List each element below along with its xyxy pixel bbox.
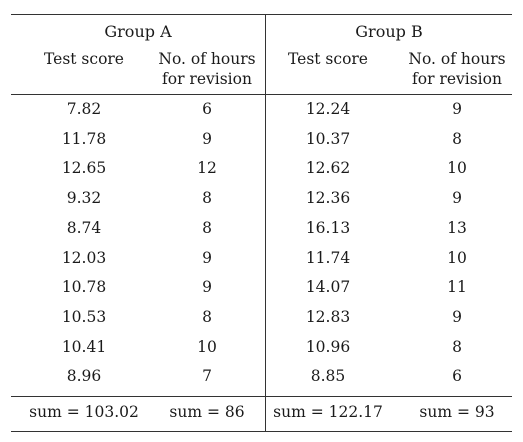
group-a-test-score-cell: 12.65 <box>61 159 107 178</box>
group-a-test-score-cell: 10.53 <box>61 307 107 326</box>
group-b-column-header-test-score-line-1: Test score <box>288 50 368 68</box>
group-a-test-score-cell: 9.32 <box>66 189 102 208</box>
group-a-test-score-cell: 10.78 <box>61 278 107 297</box>
group-divider <box>265 14 266 432</box>
group-a-column-header-test-score-line-1: Test score <box>44 50 124 68</box>
group-b-hours-cell: 8 <box>452 129 462 148</box>
top-rule <box>11 14 512 15</box>
group-a-hours-cell: 6 <box>202 100 212 118</box>
group-b-test-score-cell: 12.83 <box>305 307 351 326</box>
group-b-hours-sum: sum = 93 <box>419 403 495 421</box>
group-b-hours-cell: 9 <box>452 307 462 326</box>
group-b-column-header-hours-line-2: for revision <box>412 70 502 88</box>
bottom-rule <box>11 431 512 432</box>
group-b-test-score-cell: 10.37 <box>305 129 351 148</box>
group-a-hours-sum: sum = 86 <box>169 403 245 421</box>
group-b-hours-cell: 8 <box>452 337 462 356</box>
group-b-hours-cell: 6 <box>452 367 462 386</box>
group-a-hours-cell: 9 <box>202 129 212 148</box>
group-a-hours-cell: 8 <box>202 307 212 326</box>
group-b-test-score-cell: 12.62 <box>305 159 351 178</box>
group-b-test-score-cell: 10.96 <box>305 337 351 356</box>
group-a-test-score-cell: 11.78 <box>61 129 107 148</box>
group-a-hours-cell: 10 <box>197 337 217 356</box>
group-a-test-score-sum: sum = 103.02 <box>29 403 139 421</box>
group-b-hours-cell: 9 <box>452 100 462 118</box>
group-b-title: Group B <box>355 22 423 41</box>
header-rule <box>11 94 512 95</box>
group-b-test-score-cell: 8.85 <box>310 367 346 386</box>
group-b-test-score-cell: 12.24 <box>305 100 351 118</box>
group-a-test-score-cell: 7.82 <box>66 100 102 118</box>
group-b-column-header-hours-line-1: No. of hours <box>408 50 506 68</box>
group-a-hours-cell: 9 <box>202 248 212 267</box>
group-b-hours-cell: 13 <box>447 218 467 237</box>
group-b-test-score-cell: 11.74 <box>305 248 351 267</box>
group-b-test-score-cell: 12.36 <box>305 189 351 208</box>
sum-rule <box>11 396 512 397</box>
group-a-test-score-cell: 8.96 <box>66 367 102 386</box>
group-a-hours-cell: 12 <box>197 159 217 178</box>
group-a-test-score-cell: 12.03 <box>61 248 107 267</box>
group-b-test-score-sum: sum = 122.17 <box>273 403 383 421</box>
group-b-test-score-cell: 14.07 <box>305 278 351 297</box>
group-a-test-score-cell: 10.41 <box>61 337 107 356</box>
group-b-hours-cell: 10 <box>447 248 467 267</box>
group-a-hours-cell: 9 <box>202 278 212 297</box>
group-a-hours-cell: 7 <box>202 367 212 386</box>
group-a-hours-cell: 8 <box>202 189 212 208</box>
group-a-column-header-hours-line-1: No. of hours <box>158 50 256 68</box>
group-a-title: Group A <box>104 22 172 41</box>
group-a-test-score-cell: 8.74 <box>66 218 102 237</box>
data-table: Group A Group B Test score No. of hours fo… <box>11 8 512 432</box>
group-b-hours-cell: 9 <box>452 189 462 208</box>
group-a-hours-cell: 8 <box>202 218 212 237</box>
group-a-column-header-hours-line-2: for revision <box>162 70 252 88</box>
group-b-hours-cell: 11 <box>447 278 467 297</box>
group-b-test-score-cell: 16.13 <box>305 218 351 237</box>
group-b-hours-cell: 10 <box>447 159 467 178</box>
